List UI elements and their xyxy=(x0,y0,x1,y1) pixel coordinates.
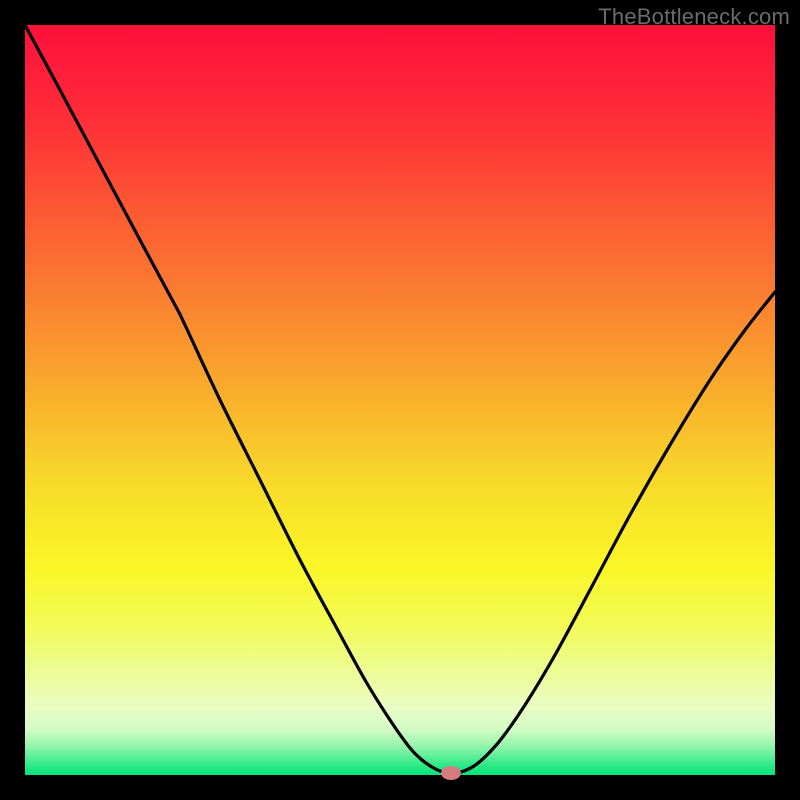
watermark-text: TheBottleneck.com xyxy=(598,4,790,30)
chart-plot-area xyxy=(25,25,775,775)
optimum-marker xyxy=(441,766,461,780)
chart-container: TheBottleneck.com xyxy=(0,0,800,800)
bottleneck-chart xyxy=(0,0,800,800)
